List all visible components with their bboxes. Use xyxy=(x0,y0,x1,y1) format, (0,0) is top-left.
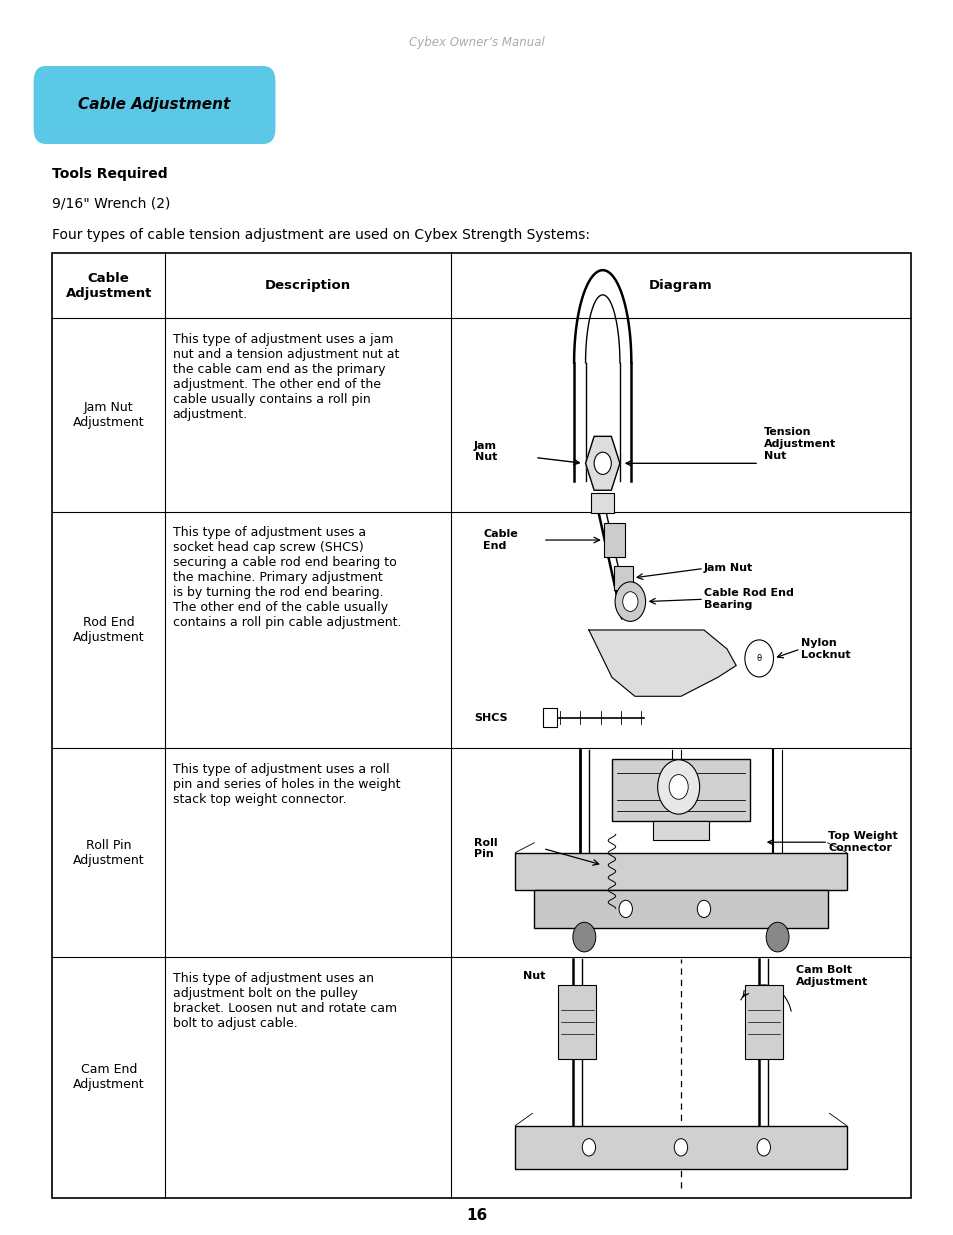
Circle shape xyxy=(657,760,699,814)
Text: Jam Nut
Adjustment: Jam Nut Adjustment xyxy=(72,401,144,429)
Bar xyxy=(744,984,782,1058)
Bar xyxy=(558,984,596,1058)
Bar xyxy=(542,708,557,727)
Text: Jam Nut: Jam Nut xyxy=(703,563,753,573)
Text: Four types of cable tension adjustment are used on Cybex Strength Systems:: Four types of cable tension adjustment a… xyxy=(52,228,590,242)
Text: 9/16" Wrench (2): 9/16" Wrench (2) xyxy=(52,196,171,210)
Circle shape xyxy=(757,1139,770,1156)
Circle shape xyxy=(594,452,611,474)
Circle shape xyxy=(622,592,638,611)
Bar xyxy=(533,890,827,927)
Text: Nylon
Locknut: Nylon Locknut xyxy=(800,638,849,659)
Text: This type of adjustment uses a roll
pin and series of holes in the weight
stack : This type of adjustment uses a roll pin … xyxy=(172,763,399,806)
Text: Jam
Nut: Jam Nut xyxy=(474,441,497,462)
Circle shape xyxy=(581,1139,595,1156)
Bar xyxy=(515,1125,845,1170)
Polygon shape xyxy=(588,630,736,697)
Circle shape xyxy=(697,900,710,918)
Bar xyxy=(515,852,845,890)
Text: 16: 16 xyxy=(466,1208,487,1223)
Circle shape xyxy=(674,1139,687,1156)
Text: Cam End
Adjustment: Cam End Adjustment xyxy=(72,1063,144,1092)
Text: Cam Bolt
Adjustment: Cam Bolt Adjustment xyxy=(795,966,867,987)
Bar xyxy=(614,566,633,590)
Text: Cable
Adjustment: Cable Adjustment xyxy=(66,272,152,300)
Text: Cable
End: Cable End xyxy=(482,530,517,551)
Circle shape xyxy=(615,582,645,621)
Text: This type of adjustment uses a
socket head cap screw (SHCS)
securing a cable rod: This type of adjustment uses a socket he… xyxy=(172,526,400,630)
Circle shape xyxy=(618,900,632,918)
Circle shape xyxy=(668,774,687,799)
Polygon shape xyxy=(585,436,619,490)
Bar xyxy=(591,493,614,513)
Text: Rod End
Adjustment: Rod End Adjustment xyxy=(72,616,144,643)
Text: This type of adjustment uses an
adjustment bolt on the pulley
bracket. Loosen nu: This type of adjustment uses an adjustme… xyxy=(172,972,396,1030)
Text: Cybex Owner’s Manual: Cybex Owner’s Manual xyxy=(409,36,544,49)
Text: Roll Pin
Adjustment: Roll Pin Adjustment xyxy=(72,839,144,867)
Text: Cable Rod End
Bearing: Cable Rod End Bearing xyxy=(703,588,793,610)
Circle shape xyxy=(744,640,773,677)
Text: Description: Description xyxy=(265,279,351,293)
Text: Tools Required: Tools Required xyxy=(52,167,168,180)
Text: Roll
Pin: Roll Pin xyxy=(474,837,497,860)
Bar xyxy=(52,253,910,1198)
Text: Tension
Adjustment
Nut: Tension Adjustment Nut xyxy=(763,427,835,461)
Text: Cable Adjustment: Cable Adjustment xyxy=(78,98,231,112)
Text: SHCS: SHCS xyxy=(474,713,507,722)
Circle shape xyxy=(572,923,595,952)
Bar xyxy=(611,758,749,821)
Text: This type of adjustment uses a jam
nut and a tension adjustment nut at
the cable: This type of adjustment uses a jam nut a… xyxy=(172,333,398,421)
Text: Top Weight
Connector: Top Weight Connector xyxy=(827,831,897,853)
Circle shape xyxy=(765,923,788,952)
Bar xyxy=(603,522,624,557)
Text: θ: θ xyxy=(756,653,760,663)
Text: Nut: Nut xyxy=(522,971,544,981)
FancyBboxPatch shape xyxy=(34,67,274,143)
Bar xyxy=(653,821,708,840)
Text: Diagram: Diagram xyxy=(648,279,712,293)
